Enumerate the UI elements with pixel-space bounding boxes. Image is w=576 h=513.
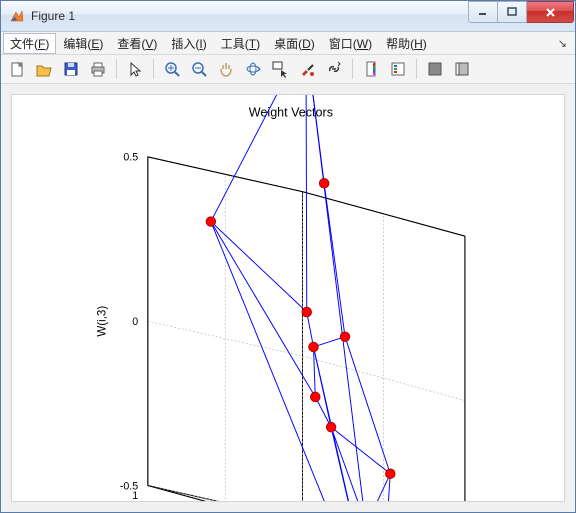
toolbar [1, 55, 575, 84]
close-button[interactable] [527, 1, 574, 23]
window-title: Figure 1 [31, 9, 468, 23]
svg-text:-0.5: -0.5 [120, 480, 138, 492]
datacursor-button[interactable] [268, 57, 292, 81]
pan-button[interactable] [214, 57, 238, 81]
show-button[interactable] [450, 57, 474, 81]
link-button[interactable] [322, 57, 346, 81]
titlebar: Figure 1 [1, 1, 575, 32]
open-button[interactable] [32, 57, 56, 81]
svg-text:0: 0 [132, 316, 138, 328]
data-point [206, 217, 216, 227]
plot-panel: -0.500.500.51-0.500.5W(i,1)W(i,2)W(i,3)W… [11, 94, 565, 502]
zoom-out-button[interactable] [187, 57, 211, 81]
chart-title: Weight Vectors [249, 105, 333, 119]
figure-window: Figure 1 文件(F)编辑(E)查看(V)插入(I)工具(T)桌面(D)窗… [0, 0, 576, 513]
save-icon [62, 60, 80, 78]
menu-item-d[interactable]: 桌面(D) [267, 33, 322, 54]
brush-button[interactable] [295, 57, 319, 81]
zoom-out-icon [190, 60, 208, 78]
menu-chevron-icon[interactable]: ↘ [558, 37, 567, 50]
data-point [340, 332, 350, 342]
new-button[interactable] [5, 57, 29, 81]
z-label: W(i,3) [95, 306, 108, 337]
toolbar-separator [153, 59, 154, 79]
link-icon [325, 60, 343, 78]
new-icon [8, 60, 26, 78]
colorbar-icon [362, 60, 380, 78]
pointer-icon [126, 60, 144, 78]
toolbar-separator [416, 59, 417, 79]
menu-item-i[interactable]: 插入(I) [164, 33, 213, 54]
colorbar-button[interactable] [359, 57, 383, 81]
data-point [309, 342, 319, 352]
menu-item-v[interactable]: 查看(V) [110, 33, 164, 54]
datacursor-icon [271, 60, 289, 78]
menu-item-e[interactable]: 编辑(E) [56, 33, 110, 54]
maximize-button[interactable] [498, 1, 527, 23]
hide-icon [426, 60, 444, 78]
menu-item-h[interactable]: 帮助(H) [379, 33, 434, 54]
rotate3d-button[interactable] [241, 57, 265, 81]
open-icon [35, 60, 53, 78]
zoom-in-button[interactable] [160, 57, 184, 81]
print-button[interactable] [86, 57, 110, 81]
legend-icon [389, 60, 407, 78]
data-point [385, 469, 395, 479]
toolbar-separator [352, 59, 353, 79]
show-icon [453, 60, 471, 78]
save-button[interactable] [59, 57, 83, 81]
pan-icon [217, 60, 235, 78]
window-controls [468, 1, 574, 21]
minimize-button[interactable] [468, 1, 498, 23]
toolbar-separator [116, 59, 117, 79]
brush-icon [298, 60, 316, 78]
pointer-button[interactable] [123, 57, 147, 81]
matlab-icon [9, 8, 25, 24]
data-point [326, 422, 336, 432]
data-point [319, 178, 329, 188]
menu-item-f[interactable]: 文件(F) [3, 33, 56, 54]
legend-button[interactable] [386, 57, 410, 81]
data-point [302, 307, 312, 317]
data-point [310, 392, 320, 402]
menu-item-t[interactable]: 工具(T) [214, 33, 267, 54]
menubar: 文件(F)编辑(E)查看(V)插入(I)工具(T)桌面(D)窗口(W)帮助(H)… [1, 32, 575, 55]
zoom-in-icon [163, 60, 181, 78]
rotate3d-icon [244, 60, 262, 78]
print-icon [89, 60, 107, 78]
axes3d[interactable]: -0.500.500.51-0.500.5W(i,1)W(i,2)W(i,3)W… [12, 95, 564, 501]
hide-button[interactable] [423, 57, 447, 81]
plot-area: -0.500.500.51-0.500.5W(i,1)W(i,2)W(i,3)W… [1, 84, 575, 512]
svg-text:0.5: 0.5 [123, 152, 138, 164]
menu-item-w[interactable]: 窗口(W) [322, 33, 379, 54]
